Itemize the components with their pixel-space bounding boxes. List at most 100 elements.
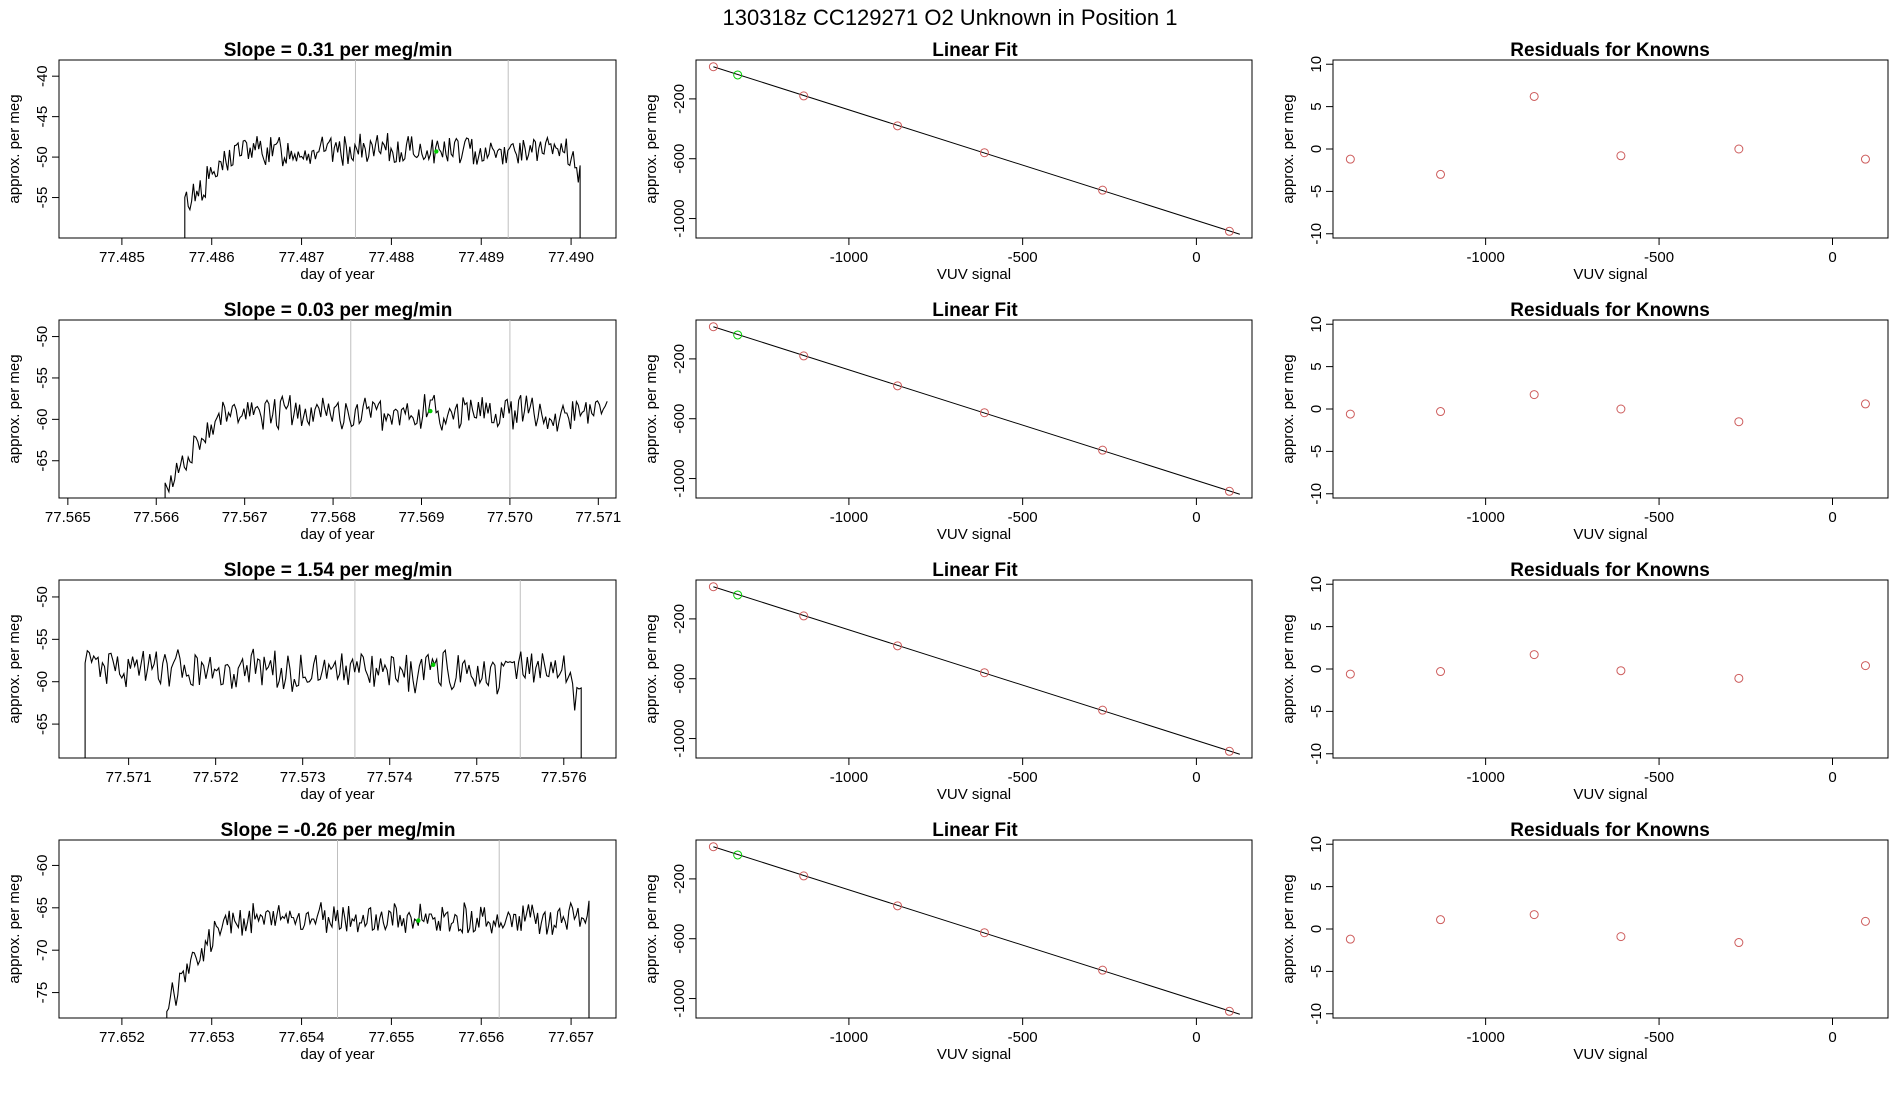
row3-linear-fit-frame	[695, 579, 1253, 759]
row2-residuals-residual-point-4	[1734, 417, 1744, 427]
row2-linear-fit-ylabel: approx. per meg	[643, 354, 660, 463]
row2-resid-title: Residuals for Knowns	[1510, 300, 1710, 321]
row1-timeseries-xtick-label-3: 77.488	[368, 249, 414, 266]
row1-linear-fit-known-point-0	[708, 62, 718, 72]
row2-timeseries-xtick-label-4: 77.569	[399, 509, 445, 526]
row3-residuals-residual-point-5	[1860, 661, 1870, 671]
row3-residuals-ylabel: approx. per meg	[1280, 614, 1297, 723]
row3-timeseries-ytick-label-1: -60	[34, 671, 51, 693]
row4-timeseries-ylabel: approx. per meg	[6, 874, 23, 983]
row2-timeseries-xtick-label-3: 77.568	[310, 509, 356, 526]
row4-linear-fit-frame	[695, 839, 1253, 1019]
row1-linear-fit-known-point-2	[893, 121, 903, 131]
row4-timeseries-xlabel: day of year	[300, 1046, 374, 1063]
row3-linear-fit-known-point-2	[893, 641, 903, 651]
row4-timeseries-ytick-label-3: -60	[34, 855, 51, 877]
row3-linear-fit-xtick-label-0: -1000	[830, 769, 868, 786]
row1-fit-title: Linear Fit	[932, 40, 1018, 61]
row3-timeseries-xtick-label-3: 77.574	[367, 769, 413, 786]
row3-linear-fit-ylabel: approx. per meg	[643, 614, 660, 723]
row1-residuals-residual-point-1	[1436, 169, 1446, 179]
row1-timeseries-unknown-point	[434, 149, 439, 154]
row3-residuals-ytick-label-0: -10	[1308, 743, 1325, 765]
row1-timeseries-xtick-label-4: 77.489	[458, 249, 504, 266]
row1-timeseries-ytick-label-1: -50	[34, 146, 51, 168]
row3-residuals-ytick-label-2: 0	[1308, 665, 1325, 673]
row1-residuals-residual-point-0	[1345, 154, 1355, 164]
row1-timeseries-xtick-label-2: 77.487	[279, 249, 325, 266]
row1-timeseries-ytick-label-2: -45	[34, 106, 51, 128]
row3-timeseries-xtick-label-0: 77.571	[106, 769, 152, 786]
row4-linear-fit-ytick-label-1: -600	[671, 924, 688, 954]
row4-residuals-residual-point-5	[1860, 916, 1870, 926]
row4-linear-fit-xtick-label-1: -500	[1008, 1029, 1038, 1046]
row3-timeseries-xtick-label-4: 77.575	[454, 769, 500, 786]
row2-timeseries-unknown-point	[428, 408, 433, 414]
row2-linear-fit-known-point-0	[708, 322, 718, 332]
row2-timeseries-xtick-label-6: 77.571	[575, 509, 621, 526]
row2-residuals-xtick-label-2: 0	[1828, 509, 1836, 526]
row1-residuals-ytick-label-2: 0	[1308, 145, 1325, 153]
row3-timeseries-ylabel: approx. per meg	[6, 614, 23, 723]
row2-residuals-ytick-label-3: 5	[1308, 362, 1325, 370]
row2-timeseries-xtick-label-5: 77.570	[487, 509, 533, 526]
row1-timeseries-frame	[58, 59, 617, 239]
row1-residuals-residual-point-5	[1860, 154, 1870, 164]
row4-timeseries-xtick-label-4: 77.656	[458, 1029, 504, 1046]
row3-residuals-xlabel: VUV signal	[1573, 786, 1647, 803]
row4-linear-fit-fit-line	[713, 846, 1240, 1015]
row2-residuals-residual-point-0	[1345, 409, 1355, 419]
row2-residuals-residual-point-5	[1860, 399, 1870, 409]
row1-residuals-residual-point-2	[1529, 91, 1539, 101]
row4-residuals-xtick-label-1: -500	[1644, 1029, 1674, 1046]
row2-residuals-ylabel: approx. per meg	[1280, 354, 1297, 463]
row1-residuals-ylabel: approx. per meg	[1280, 94, 1297, 203]
row3-linear-fit-unknown-point	[733, 590, 743, 600]
row3-linear-fit-xlabel: VUV signal	[937, 786, 1011, 803]
plot-layer: 77.485 77.486 77.487 77.488 77.489 77.490 day …	[6, 56, 1889, 1063]
row2-timeseries-ylabel: approx. per meg	[6, 354, 23, 463]
row4-residuals-residual-point-3	[1616, 932, 1626, 942]
row2-timeseries-ytick-label-1: -60	[34, 409, 51, 431]
row1-residuals-xtick-label-0: -1000	[1466, 249, 1504, 266]
row2-timeseries-ytick-label-0: -65	[34, 450, 51, 472]
row3-timeseries-ytick-label-2: -55	[34, 628, 51, 650]
row4-residuals-residual-point-1	[1436, 915, 1446, 925]
row4-residuals-residual-point-2	[1529, 910, 1539, 920]
row1-linear-fit-ytick-label-0: -200	[671, 84, 688, 114]
row4-linear-fit-known-point-1	[799, 871, 809, 881]
row1-linear-fit-known-point-3	[979, 148, 989, 158]
row2-timeseries-frame	[58, 319, 617, 499]
row1-residuals-ytick-label-1: -5	[1308, 185, 1325, 198]
page-title: 130318z CC129271 O2 Unknown in Position …	[723, 5, 1178, 30]
row3-linear-fit-known-point-4	[1098, 705, 1108, 715]
row1-residuals-ytick-label-4: 10	[1308, 56, 1325, 73]
row4-timeseries-xtick-label-1: 77.653	[189, 1029, 235, 1046]
row2-linear-fit-known-point-2	[893, 381, 903, 391]
row2-linear-fit-ytick-label-2: -1000	[671, 459, 688, 497]
row3-residuals-ytick-label-3: 5	[1308, 622, 1325, 630]
row3-residuals-residual-point-2	[1529, 650, 1539, 660]
row2-residuals-residual-point-2	[1529, 390, 1539, 400]
row4-linear-fit-known-point-3	[979, 928, 989, 938]
row2-linear-fit-known-point-1	[799, 351, 809, 361]
row2-timeseries-trace	[164, 394, 608, 498]
row3-residuals-xtick-label-1: -500	[1644, 769, 1674, 786]
row1-linear-fit-xlabel: VUV signal	[937, 266, 1011, 283]
row4-residuals-ytick-label-4: 10	[1308, 836, 1325, 853]
row3-residuals-ytick-label-1: -5	[1308, 705, 1325, 718]
row3-timeseries-xtick-label-2: 77.573	[280, 769, 326, 786]
row2-linear-fit-ytick-label-0: -200	[671, 344, 688, 374]
row2-residuals-ytick-label-4: 10	[1308, 316, 1325, 333]
row3-fit-title: Linear Fit	[932, 560, 1018, 581]
row1-timeseries-trace	[184, 133, 581, 238]
row3-timeseries-ytick-label-0: -65	[34, 713, 51, 735]
row3-resid-title: Residuals for Knowns	[1510, 560, 1710, 581]
row1-slope-title: Slope = 0.31 per meg/min	[224, 40, 453, 61]
row1-timeseries-ytick-label-0: -55	[34, 187, 51, 209]
row1-residuals-residual-point-4	[1734, 144, 1744, 154]
row2-linear-fit-xtick-label-2: 0	[1192, 509, 1200, 526]
row3-timeseries-xlabel: day of year	[300, 786, 374, 803]
row4-timeseries-ytick-label-1: -70	[34, 939, 51, 961]
row3-residuals-frame	[1332, 579, 1889, 759]
